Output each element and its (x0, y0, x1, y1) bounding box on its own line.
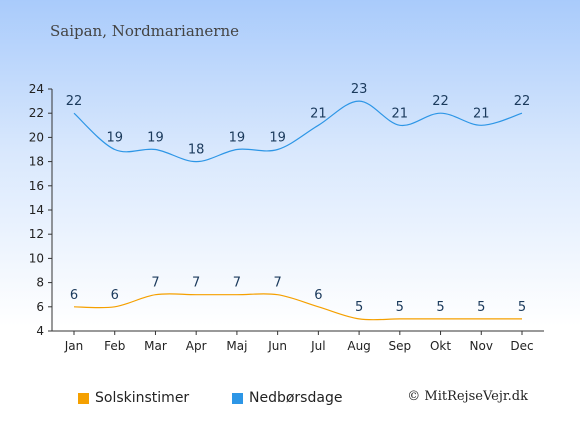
rain-days-line (73, 100, 523, 163)
sunshine-data-label: 7 (233, 276, 241, 291)
copyright-text: © MitRejseVejr.dk (407, 389, 528, 404)
y-tick-label: 12 (29, 227, 44, 241)
y-tick-label: 22 (29, 106, 44, 120)
rain-days-data-label: 23 (351, 82, 368, 97)
y-tick-label: 16 (29, 179, 44, 193)
sunshine-data-label: 7 (192, 276, 200, 291)
x-tick-label: Aug (347, 339, 370, 353)
y-tick-label: 20 (29, 130, 44, 144)
legend-label-sunshine: Solskinstimer (95, 390, 190, 406)
chart-axes: 4 6 8 10 12 14 16 18 20 22 24 Jan Feb Mar Apr Maj Jun Jul… (29, 82, 544, 353)
x-tick-label: Mar (144, 339, 167, 353)
y-tick-label: 6 (36, 300, 44, 314)
legend-label-rain-days: Nedbørsdage (249, 390, 343, 406)
rain-days-data-label: 19 (106, 131, 123, 146)
sunshine-line (73, 293, 522, 321)
sunshine-data-label: 7 (273, 276, 281, 291)
x-tick-label: Feb (104, 339, 125, 353)
rain-days-data-label: 22 (432, 94, 449, 109)
sunshine-data-label: 6 (314, 288, 322, 303)
x-tick-label: Nov (470, 339, 493, 353)
sunshine-data-label: 7 (151, 276, 159, 291)
x-tick-label: Dec (510, 339, 533, 353)
sunshine-data-label: 5 (396, 300, 404, 315)
rain-days-data-label: 21 (310, 106, 327, 121)
chart-data-labels: 6 6 7 7 7 7 6 5 5 5 5 5 22 19 19 18 19 19 21 23 21 22 21 22 (66, 82, 531, 315)
sunshine-data-label: 5 (518, 300, 526, 315)
rain-days-data-label: 19 (229, 131, 246, 146)
rain-days-data-label: 19 (269, 131, 286, 146)
y-tick-label: 4 (36, 324, 44, 338)
rain-days-data-label: 21 (473, 106, 490, 121)
y-tick-label: 18 (29, 155, 44, 169)
sunshine-data-label: 5 (436, 300, 444, 315)
legend-item-rain-days: Nedbørsdage (232, 390, 342, 406)
y-tick-label: 14 (29, 203, 44, 217)
x-tick-label: Okt (430, 339, 451, 353)
rain-days-data-label: 18 (188, 143, 205, 158)
y-tick-label: 10 (29, 251, 44, 265)
sunshine-data-label: 6 (70, 288, 78, 303)
legend-swatch-sunshine (78, 392, 89, 404)
x-tick-label: Apr (186, 339, 207, 353)
rain-days-data-label: 22 (514, 94, 531, 109)
y-tick-label: 8 (36, 276, 44, 290)
sunshine-data-label: 6 (111, 288, 119, 303)
x-tick-label: Maj (226, 339, 247, 353)
sunshine-data-label: 5 (477, 300, 485, 315)
rain-days-data-label: 21 (392, 106, 409, 121)
location-title: Saipan, Nordmarianerne (50, 22, 240, 40)
x-tick-label: Jul (310, 339, 325, 353)
x-tick-label: Sep (389, 339, 412, 353)
sunshine-data-label: 5 (355, 300, 363, 315)
legend-item-sunshine: Solskinstimer (78, 390, 189, 406)
y-tick-label: 24 (29, 82, 44, 96)
x-tick-label: Jan (64, 339, 84, 353)
rain-days-data-label: 19 (147, 131, 164, 146)
x-tick-label: Jun (267, 339, 287, 353)
legend-swatch-rain-days (232, 392, 243, 404)
chart-lines (73, 100, 523, 321)
rain-days-data-label: 22 (66, 94, 83, 109)
